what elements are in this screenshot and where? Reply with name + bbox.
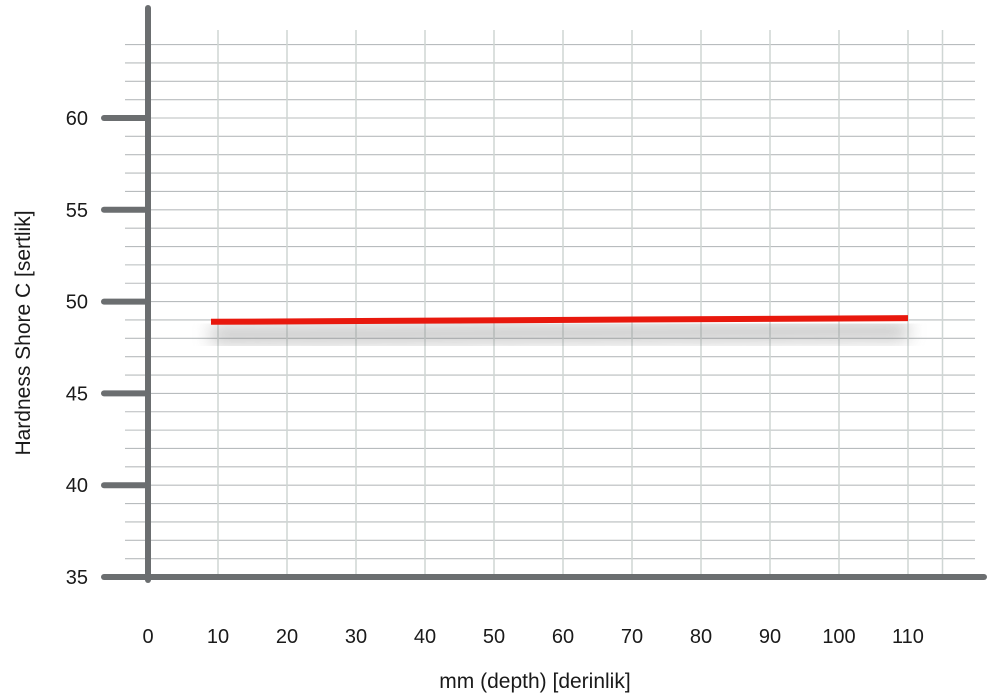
- x-tick-label: 0: [142, 626, 153, 648]
- axis-labels: 35 40 45 50 55 60 0 10 20 30 40 50 60 70 80 90 100 110 mm …: [12, 108, 924, 693]
- x-tick-label: 90: [759, 626, 781, 648]
- y-axis-title: Hardness Shore C [sertlik]: [12, 210, 35, 455]
- x-tick-label: 30: [345, 626, 367, 648]
- series-layer: [210, 315, 909, 342]
- x-axis-title: mm (depth) [derinlik]: [439, 670, 630, 693]
- series-line-shadow: [210, 324, 909, 342]
- x-tick-label: 80: [690, 626, 712, 648]
- x-tick-label: 50: [483, 626, 505, 648]
- y-tick-label: 60: [66, 108, 88, 130]
- y-tick-label: 50: [66, 292, 88, 314]
- x-tick-label: 20: [276, 626, 298, 648]
- y-tick-label: 40: [66, 475, 88, 497]
- series-line: [210, 315, 909, 325]
- y-tick-label: 55: [66, 200, 88, 222]
- axes: [101, 5, 987, 583]
- grid-lines: [125, 30, 975, 578]
- x-tick-label: 110: [892, 626, 924, 648]
- x-tick-label: 70: [621, 626, 643, 648]
- y-tick-label: 45: [66, 383, 88, 405]
- x-tick-label: 60: [552, 626, 574, 648]
- x-tick-label: 40: [414, 626, 436, 648]
- x-tick-label: 100: [822, 626, 855, 648]
- y-tick-label: 35: [66, 567, 88, 589]
- x-tick-label: 10: [207, 626, 229, 648]
